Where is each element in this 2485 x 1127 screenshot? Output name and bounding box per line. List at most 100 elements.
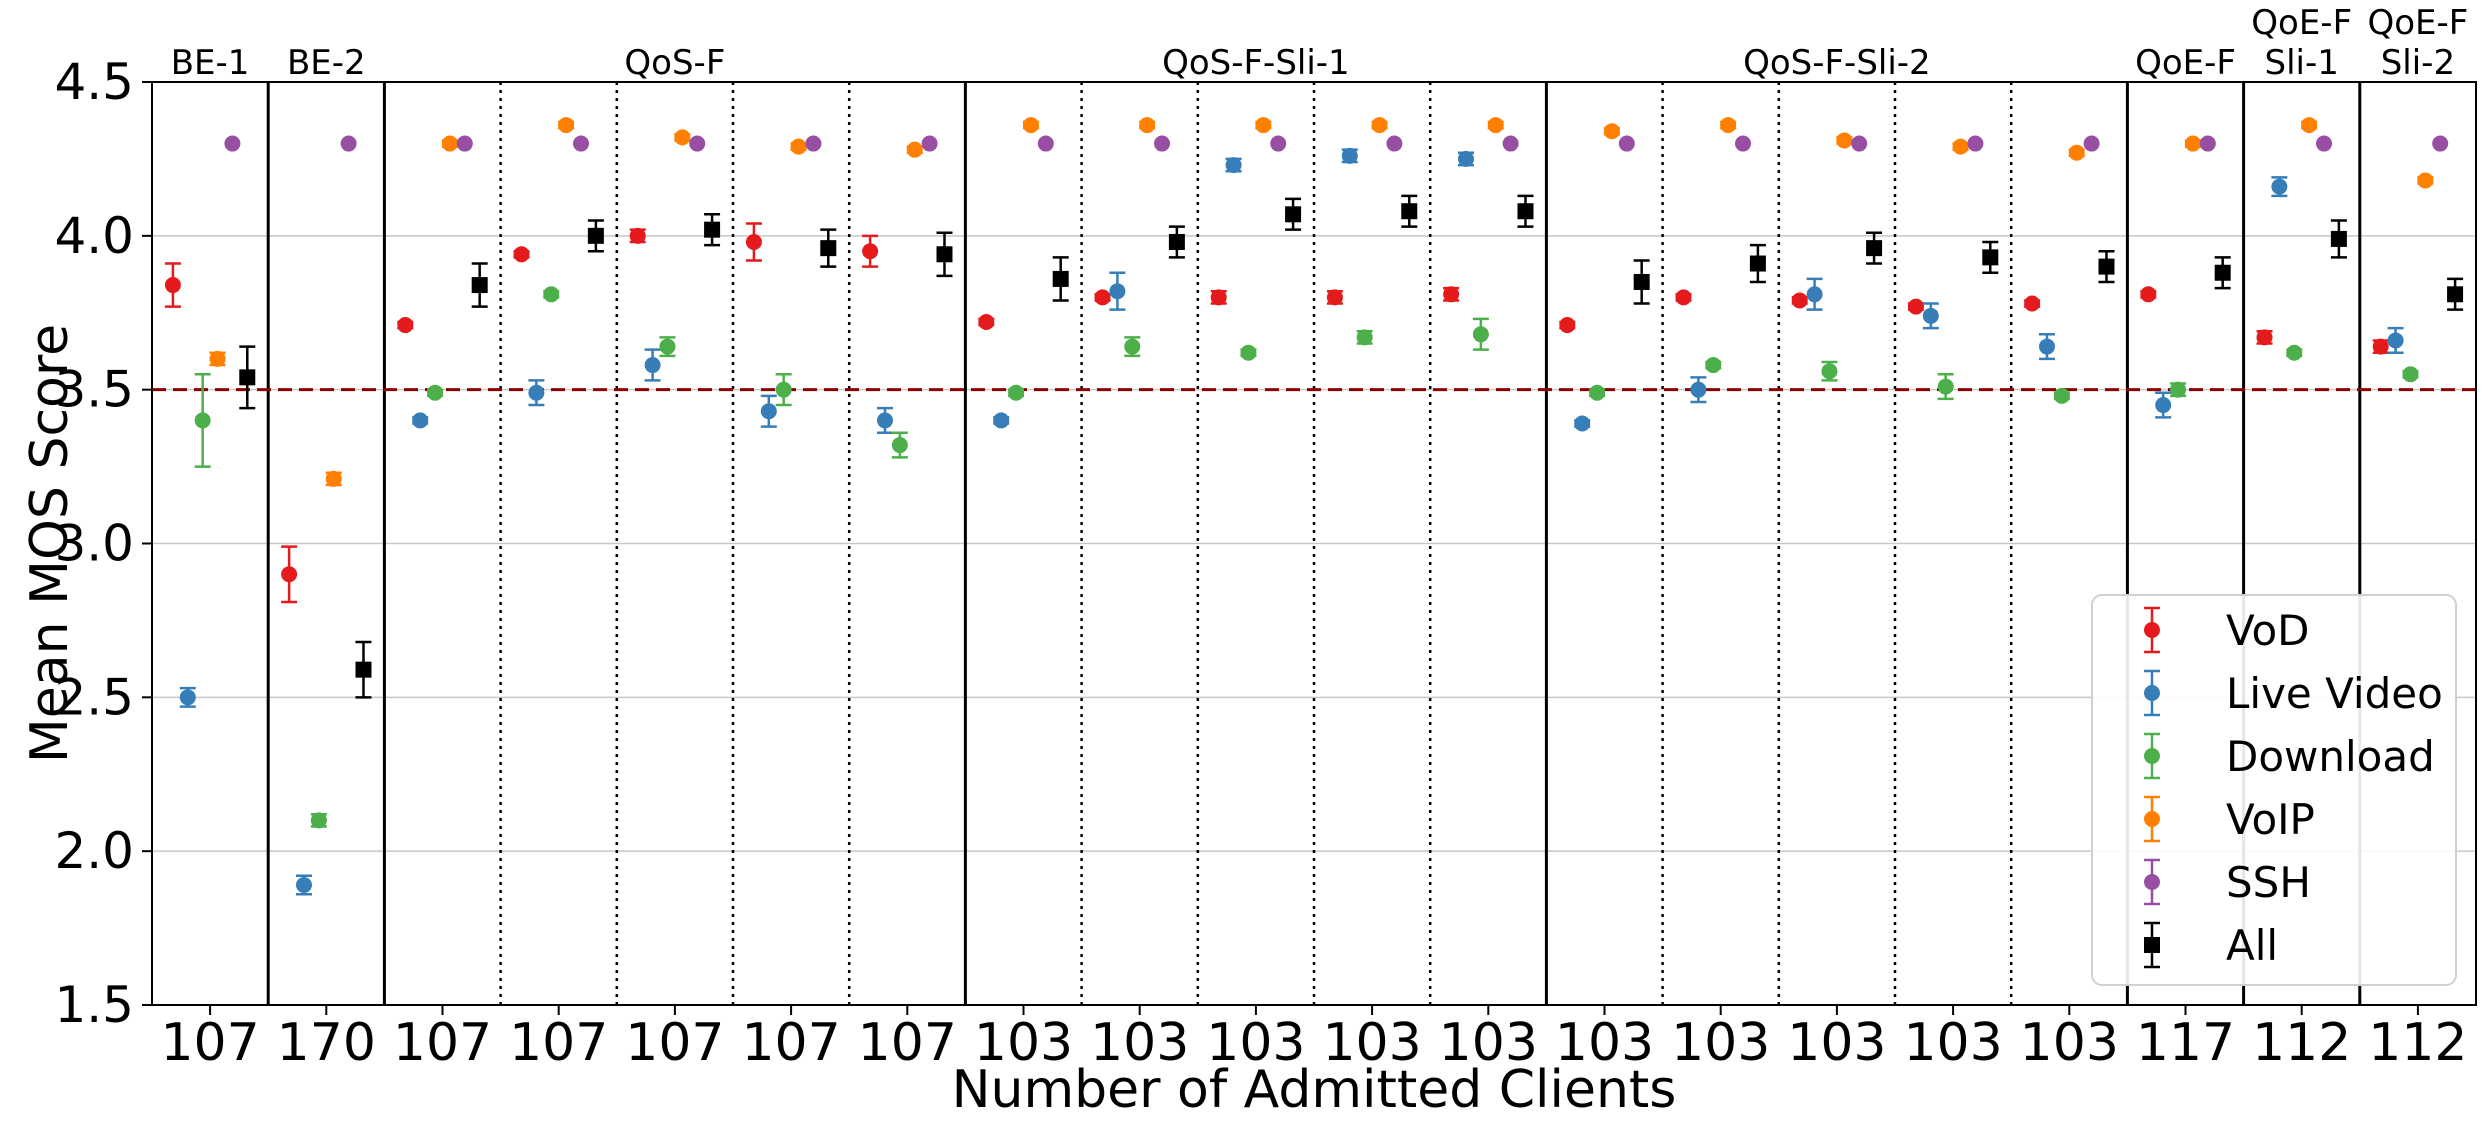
- data-point: [1225, 157, 1242, 174]
- data-point: [1517, 203, 1534, 220]
- data-point: [2432, 135, 2449, 152]
- legend-label: SSH: [2226, 858, 2311, 907]
- data-point: [1109, 283, 1126, 300]
- data-point: [1821, 363, 1838, 380]
- legend-box: [2091, 594, 2457, 986]
- data-point: [1487, 117, 1504, 134]
- data-point: [2330, 230, 2347, 247]
- data-point: [820, 240, 837, 257]
- series-all: [239, 194, 2464, 699]
- data-point: [1386, 135, 1403, 152]
- data-point: [1037, 135, 1054, 152]
- data-point: [1502, 135, 1519, 152]
- data-point: [412, 412, 429, 429]
- data-point: [805, 135, 822, 152]
- group-label: QoS-F: [624, 43, 725, 83]
- data-point: [573, 135, 590, 152]
- data-point: [644, 357, 661, 374]
- data-point: [1443, 286, 1460, 303]
- data-point: [2316, 135, 2333, 152]
- group-label: QoE-F: [2135, 43, 2236, 83]
- data-point: [558, 117, 575, 134]
- data-point: [2083, 135, 2100, 152]
- data-point: [1705, 357, 1722, 374]
- legend-marker: [2144, 685, 2160, 701]
- data-point: [2170, 381, 2187, 398]
- legend-label: VoIP: [2226, 795, 2315, 844]
- data-point: [2402, 366, 2419, 383]
- y-tick-label: 4.0: [54, 207, 134, 265]
- data-point: [164, 277, 181, 294]
- data-point: [1967, 135, 1984, 152]
- data-point: [209, 350, 226, 367]
- data-point: [704, 221, 721, 238]
- data-point: [1356, 329, 1373, 346]
- data-point: [1603, 123, 1620, 140]
- series-live-video: [179, 147, 2404, 896]
- x-tick-label: 107: [393, 1013, 492, 1073]
- series-download: [194, 286, 2419, 829]
- group-labels: BE-1 BE-2 QoS-F QoS-F-Sli-1 QoS-F-Sli-2 QoE-F…: [171, 3, 2469, 83]
- data-point: [295, 877, 312, 894]
- x-axis-tick-labels: 107 170 107 107 107 107 107 103 103 103 103 103 103 1…: [160, 1005, 2468, 1073]
- data-point: [2098, 258, 2115, 275]
- data-point: [2068, 144, 2085, 161]
- data-points: [164, 117, 2464, 896]
- data-point: [790, 138, 807, 155]
- x-tick-label: 107: [858, 1013, 957, 1073]
- data-point: [689, 135, 706, 152]
- data-point: [528, 384, 545, 401]
- y-tick-label: 3.5: [54, 361, 134, 419]
- data-point: [978, 313, 995, 330]
- data-point: [1168, 233, 1185, 250]
- data-point: [2038, 338, 2055, 355]
- group-label: QoS-F-Sli-1: [1162, 43, 1350, 83]
- y-axis-ticks: 1.5 2.0 2.5 3.0 3.5 4.0 4.5: [54, 53, 152, 1034]
- legend-item: Download: [2144, 732, 2435, 781]
- x-tick-label: 112: [2252, 1013, 2351, 1073]
- data-point: [1255, 117, 1272, 134]
- data-point: [310, 812, 327, 829]
- x-tick-label: 107: [741, 1013, 840, 1073]
- data-point: [194, 412, 211, 429]
- data-point: [441, 135, 458, 152]
- series-voip: [209, 117, 2434, 487]
- group-label: QoS-F-Sli-2: [1743, 43, 1931, 83]
- data-point: [1806, 286, 1823, 303]
- plot-frame: [151, 81, 2477, 1006]
- data-point: [862, 243, 879, 260]
- legend: VoD Live Video Download VoIP SSH All: [2091, 594, 2457, 986]
- data-point: [1154, 135, 1171, 152]
- data-point: [1139, 117, 1156, 134]
- data-point: [1052, 270, 1069, 287]
- y-tick-label: 2.5: [54, 668, 134, 726]
- data-point: [281, 566, 298, 583]
- data-point: [921, 135, 938, 152]
- data-point: [906, 141, 923, 158]
- data-point: [1866, 240, 1883, 257]
- data-point: [2024, 295, 2041, 312]
- group-label: BE-2: [287, 43, 366, 83]
- data-point: [179, 689, 196, 706]
- data-point: [397, 317, 414, 334]
- data-point: [2199, 135, 2216, 152]
- data-point: [1124, 338, 1141, 355]
- x-tick-label: 107: [625, 1013, 724, 1073]
- data-point: [2053, 387, 2070, 404]
- data-point: [1472, 326, 1489, 343]
- x-tick-label: 103: [1322, 1013, 1421, 1073]
- data-point: [2140, 286, 2157, 303]
- data-point: [891, 437, 908, 454]
- group-label: Sli-2: [2381, 43, 2455, 83]
- data-point: [2372, 338, 2389, 355]
- data-point: [993, 412, 1010, 429]
- x-tick-label: 103: [1787, 1013, 1886, 1073]
- legend-marker: [2144, 748, 2160, 764]
- series-vod: [164, 222, 2389, 604]
- x-tick-label: 103: [1555, 1013, 1654, 1073]
- data-point: [1791, 292, 1808, 309]
- data-point: [1720, 117, 1737, 134]
- group-label: BE-1: [171, 43, 250, 83]
- y-axis-label: Mean MOS Score: [20, 324, 80, 763]
- y-tick-label: 2.0: [54, 822, 134, 880]
